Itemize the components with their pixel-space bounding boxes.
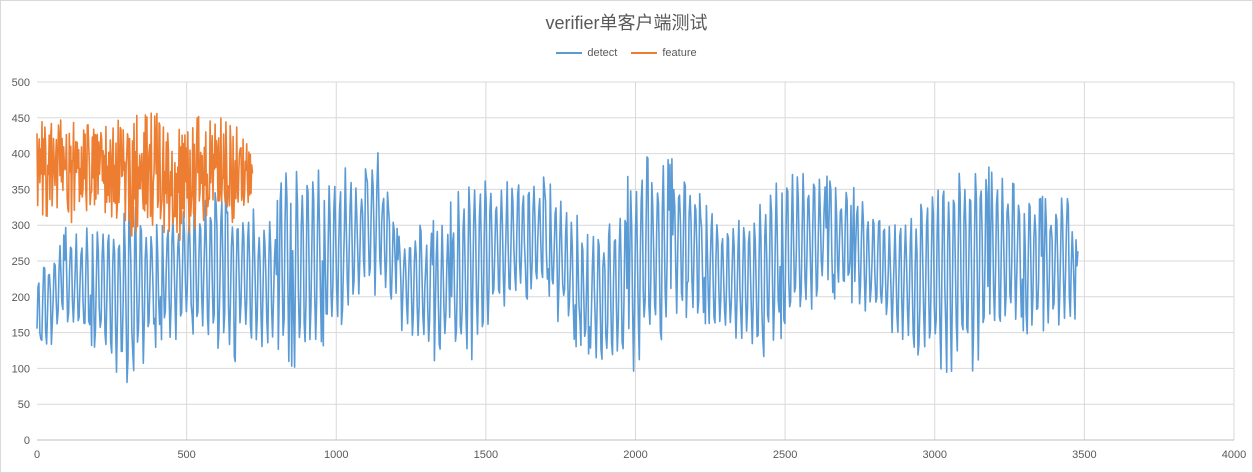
legend-item-feature: feature [631, 47, 697, 59]
x-tick-label: 0 [34, 449, 40, 461]
y-tick-label: 450 [12, 113, 30, 125]
x-tick-label: 1000 [324, 449, 348, 461]
tick-layer: 0 50 100 150 200 250 300 350 400 450 500 0 500 1000 15… [12, 77, 1247, 461]
legend-item-detect: detect [556, 47, 617, 59]
legend-swatch-feature [631, 52, 658, 54]
y-tick-label: 250 [12, 256, 30, 268]
x-tick-label: 1500 [474, 449, 498, 461]
x-tick-label: 3500 [1072, 449, 1096, 461]
chart-title: verifier单客户端测试 [545, 13, 708, 33]
x-tick-label: 4000 [1222, 449, 1246, 461]
legend-label-feature: feature [662, 47, 697, 59]
legend-swatch-detect [556, 52, 583, 54]
y-tick-label: 500 [12, 77, 30, 89]
y-tick-label: 350 [12, 184, 30, 196]
x-tick-label: 3000 [923, 449, 947, 461]
y-tick-label: 50 [18, 399, 30, 411]
y-tick-label: 400 [12, 149, 30, 161]
x-tick-label: 500 [177, 449, 195, 461]
chart-legend: detect feature [0, 47, 1253, 59]
legend-label-detect: detect [587, 47, 618, 59]
x-tick-label: 2500 [773, 449, 797, 461]
y-tick-label: 0 [24, 435, 30, 447]
y-tick-label: 200 [12, 292, 30, 304]
series-layer [36, 112, 1079, 384]
y-tick-label: 150 [12, 328, 30, 340]
x-tick-label: 2000 [623, 449, 647, 461]
y-tick-label: 300 [12, 220, 30, 232]
series-line-detect [36, 152, 1079, 384]
series-line-feature [36, 112, 254, 241]
y-tick-label: 100 [12, 363, 30, 375]
